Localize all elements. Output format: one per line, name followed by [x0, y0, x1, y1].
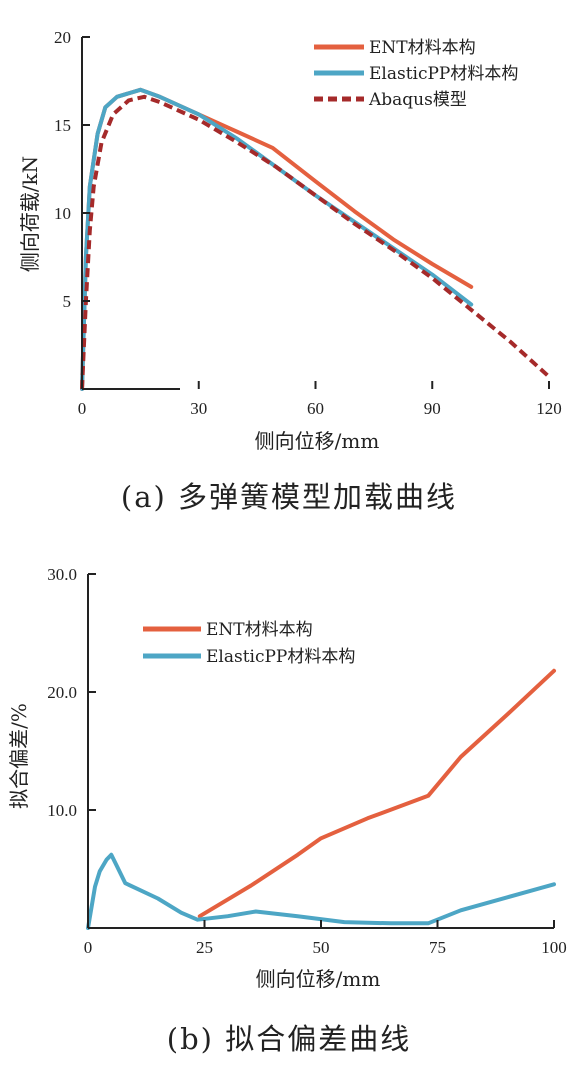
- chart-a-x-label: 侧向位移/mm: [255, 429, 380, 453]
- chart-a-y-tick-label: 15: [54, 116, 71, 135]
- chart-a-legend-label: Abaqus模型: [368, 90, 467, 110]
- chart-a-ticks: 0 30 60 90 120 5 10 15 20: [54, 28, 562, 418]
- chart-b-x-tick-label: 0: [84, 938, 93, 957]
- chart-a-loading-curve: 0 30 60 90 120 5 10 15 20 侧向位移/mm 侧向荷载/kN ENT材料本…: [18, 28, 562, 514]
- chart-a-y-label: 侧向荷载/kN: [18, 156, 42, 272]
- chart-a-series-2: [80, 94, 551, 390]
- chart-b-y-tick-label: 20.0: [47, 683, 77, 702]
- chart-b-x-tick-label: 50: [313, 938, 330, 957]
- chart-a-caption: (a) 多弹簧模型加载曲线: [121, 480, 457, 514]
- chart-b-series: [86, 668, 556, 930]
- chart-b-x-tick-label: 25: [196, 938, 213, 957]
- chart-b-x-tick-label: 75: [429, 938, 446, 957]
- chart-b-y-tick-label: 30.0: [47, 565, 77, 584]
- chart-b-x-tick-label: 100: [541, 938, 567, 957]
- chart-b-deviation-curve: 0 25 50 75 100 10.0 20.0 30.0 侧向位移/mm 拟合偏差/% EN…: [7, 565, 567, 1056]
- chart-b-y-tick-label: 10.0: [47, 801, 77, 820]
- chart-b-y-label: 拟合偏差/%: [7, 703, 31, 809]
- chart-a-x-tick-label: 90: [424, 399, 441, 418]
- chart-a-legend: ENT材料本构 ElasticPP材料本构 Abaqus模型: [314, 38, 518, 110]
- chart-a-x-tick-label: 120: [536, 399, 562, 418]
- chart-a-x-tick-label: 60: [307, 399, 324, 418]
- chart-b-legend-label: ElasticPP材料本构: [206, 647, 355, 667]
- chart-a-y-tick-label: 5: [63, 292, 72, 311]
- chart-a-series: [80, 87, 551, 391]
- chart-b-legend: ENT材料本构 ElasticPP材料本构: [143, 620, 355, 667]
- chart-b-series-0: [197, 668, 556, 919]
- chart-a-x-tick-label: 0: [78, 399, 87, 418]
- chart-b-ticks: 0 25 50 75 100 10.0 20.0 30.0: [47, 565, 567, 957]
- chart-b-x-label: 侧向位移/mm: [256, 967, 381, 991]
- chart-b-series-1: [86, 852, 556, 930]
- chart-a-y-tick-label: 20: [54, 28, 71, 47]
- chart-a-x-tick-label: 30: [190, 399, 207, 418]
- chart-b-caption: (b) 拟合偏差曲线: [167, 1022, 411, 1056]
- chart-a-legend-label: ENT材料本构: [369, 38, 476, 58]
- chart-a-y-tick-label: 10: [54, 204, 71, 223]
- chart-a-series-0: [80, 87, 474, 391]
- chart-a-legend-label: ElasticPP材料本构: [369, 64, 518, 84]
- chart-b-legend-label: ENT材料本构: [206, 620, 313, 640]
- chart-a-series-1: [80, 87, 474, 391]
